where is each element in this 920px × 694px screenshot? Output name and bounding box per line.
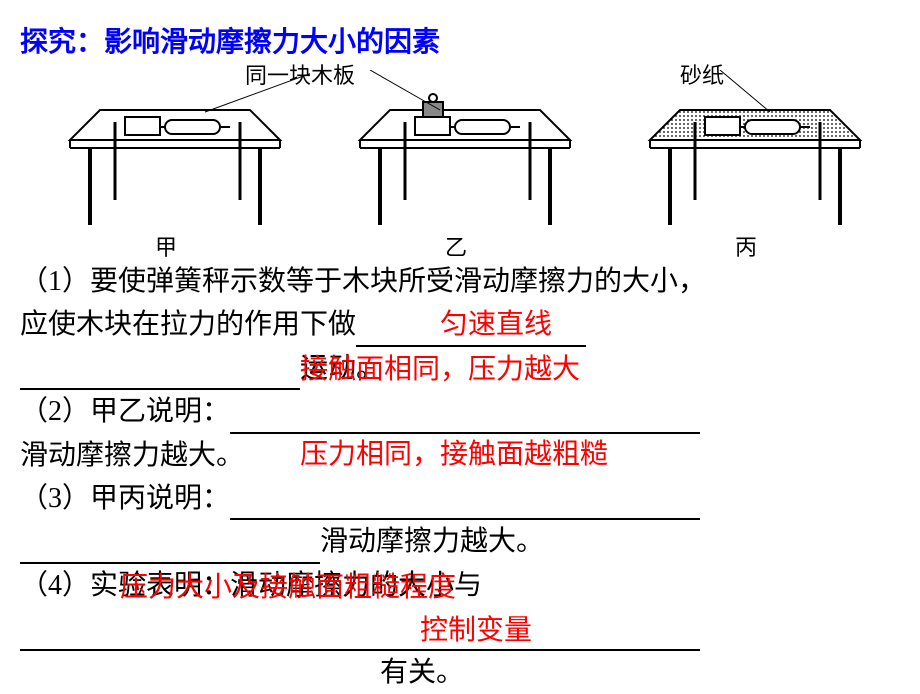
- q3-a: （3）甲丙说明：: [20, 483, 230, 514]
- q3-line2: 滑动摩擦力越大。: [20, 520, 900, 563]
- page-title: 探究：影响滑动摩擦力大小的因素: [20, 20, 440, 60]
- diagram-table-c: [610, 70, 890, 250]
- q2-a: （2）甲乙说明：: [20, 396, 230, 427]
- label-c: 丙: [735, 230, 757, 262]
- q1-b: 应使木块在拉力的作用下做: [20, 309, 356, 340]
- blank-3a: [230, 487, 700, 521]
- blank-3b: [20, 530, 320, 564]
- blank-4: [20, 617, 700, 651]
- table-a-svg: [30, 70, 310, 250]
- diagram-row: 同一块木板 砂纸: [0, 60, 920, 260]
- blank-1b: [20, 357, 300, 391]
- answer-5: 控制变量: [420, 608, 532, 648]
- table-b-svg: [320, 70, 600, 250]
- q3-line1: （3）甲丙说明：: [20, 477, 900, 520]
- diagram-table-a: [30, 70, 310, 250]
- blank-2: [230, 400, 700, 434]
- q3-b: 滑动摩擦力越大。: [320, 526, 544, 557]
- answer-2: 接触面相同，压力越大: [300, 347, 580, 387]
- label-b: 乙: [445, 230, 467, 262]
- answer-3: 压力相同，接触面越粗糙: [300, 432, 608, 472]
- q1-line1: （1）要使弹簧秤示数等于木块所受滑动摩擦力的大小，: [20, 260, 900, 303]
- label-a: 甲: [155, 230, 177, 262]
- table-c-svg: [610, 70, 890, 250]
- answer-4: 压力大小及接触面粗糙程度: [120, 565, 456, 605]
- diagram-table-b: [320, 70, 600, 250]
- q4-line3: 有关。: [20, 651, 900, 694]
- answer-1: 匀速直线: [440, 302, 552, 342]
- q2-line1: （2）甲乙说明：: [20, 390, 900, 433]
